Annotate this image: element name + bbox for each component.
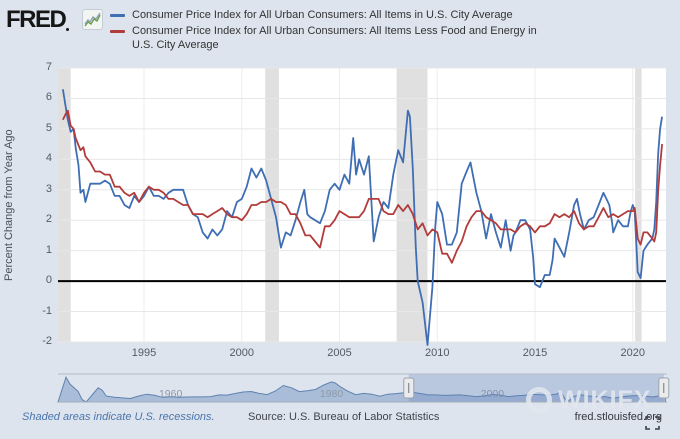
series-line-1[interactable] xyxy=(62,89,663,346)
legend-item-cpi-core[interactable]: Consumer Price Index for All Urban Consu… xyxy=(110,24,590,53)
x-tick-label: 2000 xyxy=(229,347,254,359)
x-tick-label: 2015 xyxy=(522,347,548,359)
plot-area[interactable] xyxy=(0,0,680,372)
y-tick-label: -2 xyxy=(42,335,52,347)
fred-logo[interactable]: FRED xyxy=(6,6,70,34)
y-tick-label: 7 xyxy=(45,61,52,73)
fred-logo-text: FRED xyxy=(6,6,67,33)
y-tick-label: -1 xyxy=(42,304,52,317)
source-text: Source: U.S. Bureau of Labor Statistics xyxy=(248,411,440,423)
navigator-year-label: 2000 xyxy=(481,388,505,400)
y-tick-label: 1 xyxy=(45,243,52,256)
navigator-area-series xyxy=(57,375,666,403)
x-tick-label: 2010 xyxy=(425,347,450,359)
y-tick-label: 0 xyxy=(45,274,52,287)
recession-band xyxy=(635,68,642,342)
recession-band xyxy=(58,68,71,342)
fullscreen-icon[interactable] xyxy=(645,416,660,430)
registered-mark xyxy=(66,28,70,31)
series-2-color-dash xyxy=(110,29,125,33)
navigator-selected-range[interactable] xyxy=(408,374,664,402)
series-2-label: Consumer Price Index for All Urban Consu… xyxy=(132,24,537,52)
fred-url-link[interactable]: fred.stlouisfed.org xyxy=(574,411,662,423)
x-tick-label: 2020 xyxy=(620,347,645,359)
x-tick-label: 2005 xyxy=(327,347,352,359)
legend: Consumer Price Index for All Urban Consu… xyxy=(110,8,590,54)
y-tick-label: 3 xyxy=(45,182,52,195)
x-tick-label: 1995 xyxy=(131,347,157,359)
recession-band xyxy=(396,68,428,342)
navigator-year-label: 1980 xyxy=(320,388,344,400)
y-tick-label: 4 xyxy=(45,152,52,165)
y-tick-label: 2 xyxy=(45,213,52,226)
series-1-color-dash xyxy=(110,14,125,17)
recession-note-link[interactable]: Shaded areas indicate U.S. recessions. xyxy=(22,411,215,423)
series-1-label: Consumer Price Index for All Urban Consu… xyxy=(132,9,513,21)
legend-item-cpi-all-items[interactable]: Consumer Price Index for All Urban Consu… xyxy=(110,8,590,23)
y-tick-label: 5 xyxy=(45,121,52,134)
sparkline-chart-icon xyxy=(82,9,103,30)
navigator-year-label: 1960 xyxy=(159,388,183,400)
plot-background xyxy=(58,68,666,342)
series-line-2[interactable] xyxy=(62,109,663,264)
range-navigator[interactable]: 1960 1980 2000 xyxy=(0,372,680,406)
y-tick-label: 6 xyxy=(45,91,52,104)
